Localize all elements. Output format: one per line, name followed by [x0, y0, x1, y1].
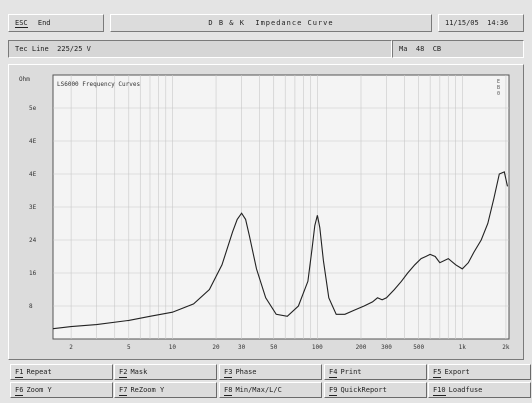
y-tick-label: 4E: [29, 171, 37, 178]
y-tick-label: 3E: [29, 204, 37, 211]
y-tick-label: 4E: [29, 138, 37, 145]
fkey-label: Loadfuse: [448, 386, 483, 394]
x-tick-label: 30: [238, 344, 246, 351]
y-tick-label: 5e: [29, 105, 37, 112]
x-tick-label: 2k: [502, 344, 510, 351]
fkey-loadfuse[interactable]: F10 Loadfuse: [428, 382, 531, 398]
fkey-label: Phase: [235, 368, 257, 376]
x-tick-label: 50: [270, 344, 278, 351]
esc-end-button[interactable]: ESC End: [8, 14, 104, 32]
y-tick-label: 16: [29, 270, 37, 277]
fkey-code: F3: [224, 368, 233, 378]
fkey-label: Print: [340, 368, 362, 376]
graph-inner-title: LS6000 Frequency Curves: [57, 81, 140, 88]
fkey-mask[interactable]: F2 Mask: [114, 364, 217, 380]
x-tick-label: 1k: [459, 344, 467, 351]
impedance-graph-panel: 5e 4E 4E 3E 24 16 8 2 5 10 20 30 50 100 200 300 500 1k 2k…: [8, 64, 524, 360]
window-title-bar: D B & K Impedance Curve: [110, 14, 432, 32]
fkey-label: QuickReport: [340, 386, 387, 394]
line-status-text: Tec Line 225/25 V: [15, 45, 91, 53]
fkey-label: Repeat: [26, 368, 52, 376]
fkey-rezoom-y[interactable]: F7 ReZoom Y: [114, 382, 217, 398]
fkey-code: F10: [433, 386, 446, 396]
x-tick-label: 200: [356, 344, 367, 351]
fkey-code: F6: [15, 386, 24, 396]
y-tick-label: 24: [29, 237, 37, 244]
fkey-code: F5: [433, 368, 442, 378]
fkey-label: Zoom Y: [26, 386, 52, 394]
output-status-text: Ma 48 CB: [399, 45, 442, 53]
fkey-code: F8: [224, 386, 233, 396]
fkey-quickreport[interactable]: F9 QuickReport: [324, 382, 427, 398]
datetime-text: 11/15/05 14:36: [445, 19, 509, 27]
impedance-curve: [52, 171, 509, 330]
fkey-min-max-l-c[interactable]: F8 Min/Max/L/C: [219, 382, 322, 398]
line-status-bar: Tec Line 225/25 V: [8, 40, 392, 58]
fkey-label: ReZoom Y: [130, 386, 165, 394]
esc-key-label: ESC: [15, 19, 28, 28]
x-tick-label: 5: [127, 344, 131, 351]
esc-action-label: End: [37, 19, 51, 27]
fkey-code: F2: [119, 368, 128, 378]
fkey-code: F9: [329, 386, 338, 396]
x-tick-label: 20: [212, 344, 220, 351]
fkey-label: Min/Max/L/C: [235, 386, 282, 394]
fkey-code: F7: [119, 386, 128, 396]
x-tick-label: 100: [312, 344, 323, 351]
x-tick-label: 500: [413, 344, 424, 351]
fkey-repeat[interactable]: F1 Repeat: [10, 364, 113, 380]
fkey-label: Mask: [130, 368, 148, 376]
fkey-label: Export: [444, 368, 470, 376]
fkey-code: F4: [329, 368, 338, 378]
x-tick-label: 300: [381, 344, 392, 351]
output-status-box: Ma 48 CB: [392, 40, 524, 58]
fkey-phase[interactable]: F3 Phase: [219, 364, 322, 380]
impedance-graph: 5e 4E 4E 3E 24 16 8 2 5 10 20 30 50 100 200 300 500 1k 2k…: [19, 74, 510, 351]
x-tick-label: 10: [169, 344, 177, 351]
fkey-zoom-y[interactable]: F6 Zoom Y: [10, 382, 113, 398]
fkey-print[interactable]: F4 Print: [324, 364, 427, 380]
fkey-export[interactable]: F5 Export: [428, 364, 531, 380]
x-tick-label: 2: [69, 344, 73, 351]
svg-text:EB0: EB0: [497, 79, 500, 97]
window-title: D B & K Impedance Curve: [208, 19, 334, 27]
datetime-box: 11/15/05 14:36: [438, 14, 524, 32]
y-tick-label: 8: [29, 303, 33, 310]
fkey-code: F1: [15, 368, 24, 378]
y-unit-label: Ohm: [19, 76, 30, 83]
